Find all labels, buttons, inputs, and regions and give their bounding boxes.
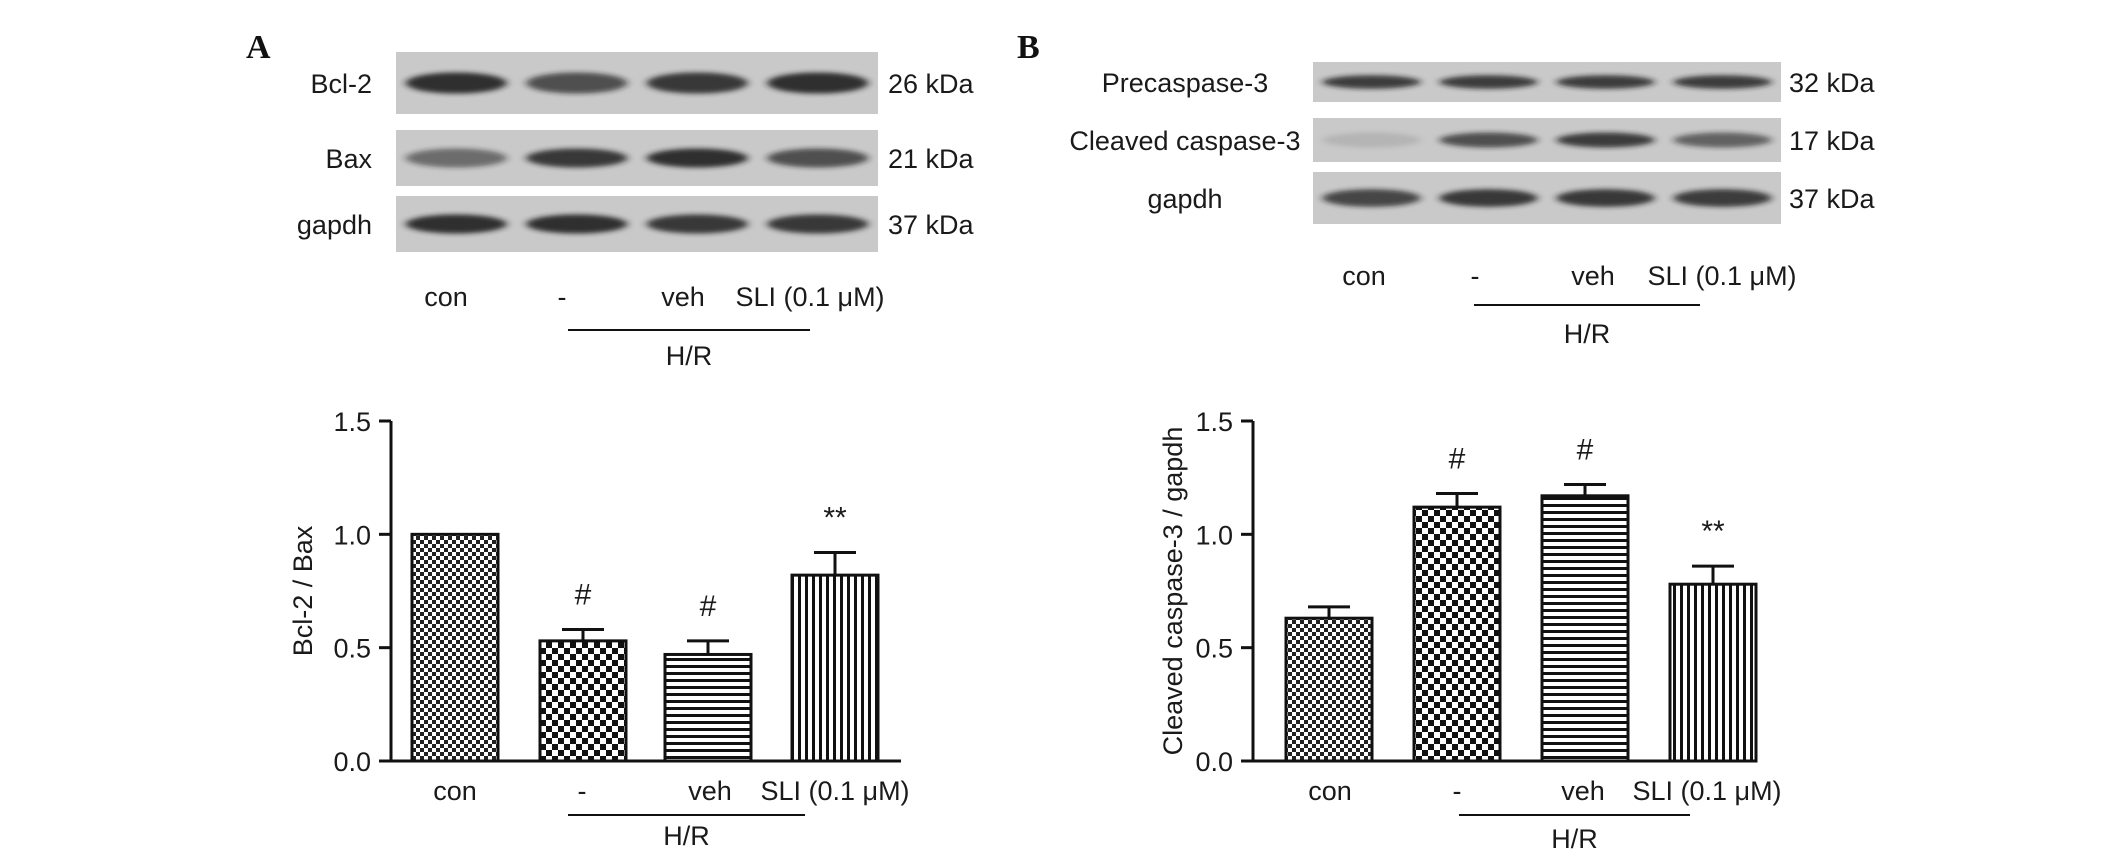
- blot-lane-label: con: [424, 282, 468, 312]
- blot-size-label: 37 kDa: [1789, 184, 1876, 214]
- blot-lane-label: -: [558, 282, 567, 312]
- blot-row: gapdh 37 kDa: [1147, 172, 1876, 224]
- bar: [410, 532, 500, 763]
- y-tick-label: 1.5: [333, 407, 371, 437]
- blot-band: [646, 72, 748, 94]
- x-tick-label: -: [578, 776, 587, 806]
- blot-row-label: gapdh: [1147, 184, 1222, 214]
- y-axis-label: Bcl-2 / Bax: [288, 525, 318, 656]
- x-tick-label: con: [433, 776, 477, 806]
- blot-row: Cleaved caspase-3 17 kDa: [1069, 118, 1876, 162]
- y-tick-label: 0.5: [333, 634, 371, 664]
- significance-marker: #: [700, 590, 717, 623]
- blot-band: [526, 148, 628, 168]
- y-tick-label: 1.0: [333, 520, 371, 550]
- blot-lane-label: veh: [1571, 261, 1615, 291]
- blot-lane-label: veh: [661, 282, 705, 312]
- blot-size-label: 32 kDa: [1789, 68, 1876, 98]
- x-tick-label: -: [1453, 776, 1462, 806]
- blot-row: Bax 21 kDa: [325, 130, 975, 186]
- blot-size-label: 17 kDa: [1789, 126, 1876, 156]
- x-tick-label: veh: [688, 776, 732, 806]
- bar: [538, 639, 628, 763]
- blot-band: [1556, 132, 1655, 148]
- bar: [1540, 494, 1630, 763]
- x-tick-label: veh: [1561, 776, 1605, 806]
- blot-band: [1673, 132, 1772, 148]
- western-blot-b: Precaspase-3 32 kDa Cleaved caspase-3 17 kD…: [1069, 62, 1876, 349]
- y-axis-label: Cleaved caspase-3 / gapdh: [1158, 427, 1188, 756]
- blot-row-label: gapdh: [297, 210, 372, 240]
- blot-band: [405, 148, 507, 168]
- panel-b-label: B: [1017, 29, 1040, 66]
- bar-chart-a: 0.0 0.5 1.0 1.5 Bcl-2 / Bax con # - # veh ** SLI (0…: [288, 407, 910, 851]
- blot-lane-label: SLI (0.1 μM): [1647, 261, 1796, 291]
- y-tick-label: 1.5: [1195, 407, 1233, 437]
- blot-row-label: Bax: [325, 144, 372, 174]
- blot-row: gapdh 37 kDa: [297, 196, 975, 252]
- blot-band: [526, 72, 628, 94]
- y-tick-label: 0.5: [1195, 634, 1233, 664]
- blot-lane-label: con: [1342, 261, 1386, 291]
- bar: [663, 652, 753, 763]
- blot-band: [1322, 132, 1421, 148]
- x-tick-label: con: [1308, 776, 1352, 806]
- blot-band: [1673, 189, 1772, 207]
- bar: [1668, 582, 1758, 763]
- significance-marker: **: [1701, 515, 1725, 548]
- blot-band: [1673, 75, 1772, 89]
- y-tick-label: 0.0: [1195, 747, 1233, 777]
- blot-band: [767, 214, 869, 234]
- blot-group-label: H/R: [666, 341, 713, 371]
- significance-marker: #: [1577, 433, 1594, 466]
- blot-row: Precaspase-3 32 kDa: [1102, 62, 1876, 102]
- blot-lane-label: SLI (0.1 μM): [735, 282, 884, 312]
- blot-band: [646, 148, 748, 168]
- y-tick-label: 0.0: [333, 747, 371, 777]
- blot-band: [767, 72, 869, 94]
- blot-band: [1322, 189, 1421, 207]
- blot-band: [646, 214, 748, 234]
- blot-band: [1439, 189, 1538, 207]
- bar: [790, 573, 880, 763]
- chart-group-label: H/R: [663, 821, 710, 851]
- blot-band: [405, 214, 507, 234]
- bar: [1412, 505, 1502, 763]
- blot-row-label: Cleaved caspase-3: [1069, 126, 1300, 156]
- western-blot-a: Bcl-2 26 kDa Bax 21 kDa gapdh 37 kDa con - veh SL…: [297, 52, 975, 371]
- blot-row-label: Bcl-2: [310, 69, 372, 99]
- significance-marker: #: [1449, 443, 1466, 476]
- significance-marker: #: [575, 579, 592, 612]
- blot-band: [767, 148, 869, 168]
- significance-marker: **: [823, 501, 847, 534]
- blot-band: [1439, 132, 1538, 148]
- blot-lane-label: -: [1471, 261, 1480, 291]
- blot-row: Bcl-2 26 kDa: [310, 52, 975, 114]
- blot-row-label: Precaspase-3: [1102, 68, 1269, 98]
- blot-size-label: 26 kDa: [888, 69, 975, 99]
- blot-band: [1322, 75, 1421, 89]
- blot-band: [526, 214, 628, 234]
- blot-size-label: 21 kDa: [888, 144, 975, 174]
- blot-band: [1439, 75, 1538, 89]
- chart-group-label: H/R: [1551, 824, 1598, 854]
- panel-b: B Precaspase-3 32 kDa Cleaved caspase-3 17 …: [1017, 29, 1876, 854]
- blot-band: [405, 72, 507, 94]
- x-tick-label: SLI (0.1 μM): [1632, 776, 1781, 806]
- blot-band: [1556, 75, 1655, 89]
- x-tick-label: SLI (0.1 μM): [760, 776, 909, 806]
- y-tick-label: 1.0: [1195, 520, 1233, 550]
- blot-group-label: H/R: [1564, 319, 1611, 349]
- panel-a: A Bcl-2 26 kDa Bax 21 kDa gapdh 37 kDa con - veh…: [246, 29, 975, 851]
- bar: [1284, 616, 1374, 763]
- blot-size-label: 37 kDa: [888, 210, 975, 240]
- panel-a-label: A: [246, 29, 271, 66]
- blot-band: [1556, 189, 1655, 207]
